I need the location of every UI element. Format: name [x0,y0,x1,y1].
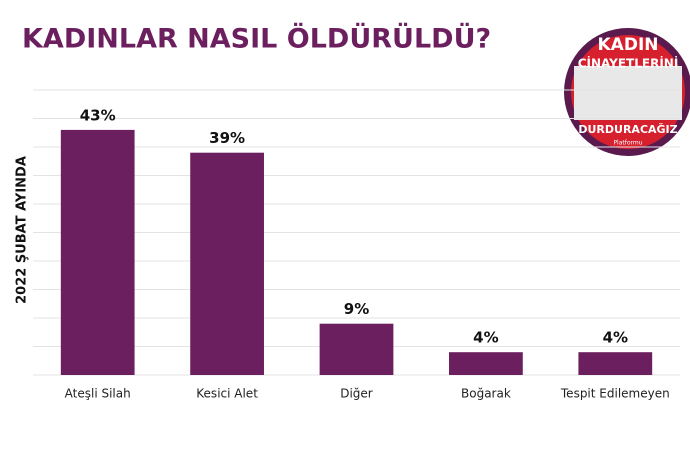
data-label: 43% [80,106,116,124]
y-axis-label: 2022 ŞUBAT AYINDA [15,156,30,304]
bar [449,352,523,375]
logo-text: KADIN [598,35,659,55]
logo-text: CİNAYETLERİNİ [578,56,679,71]
logo-text: Platformu [613,140,642,147]
x-tick-label: Diğer [340,387,373,401]
chart-title: KADINLAR NASIL ÖLDÜRÜLDÜ? [22,22,491,55]
data-label: 4% [473,329,498,347]
bar [60,129,135,375]
x-tick-label: Ateşli Silah [65,387,131,401]
data-label: 39% [209,129,245,147]
bar [190,152,264,375]
bar [319,323,394,375]
x-tick-label: Boğarak [461,387,511,401]
logo-text: DURDURACAĞIZ [578,123,677,136]
bar [578,352,653,375]
x-tick-label: Kesici Alet [196,387,258,401]
data-label: 4% [603,329,628,347]
logo: KADIN CİNAYETLERİNİ DURDURACAĞIZ Platfor… [564,28,690,156]
x-tick-label: Tespit Edilemeyen [560,387,670,401]
data-label: 9% [344,300,369,318]
logo-photo [574,66,682,120]
